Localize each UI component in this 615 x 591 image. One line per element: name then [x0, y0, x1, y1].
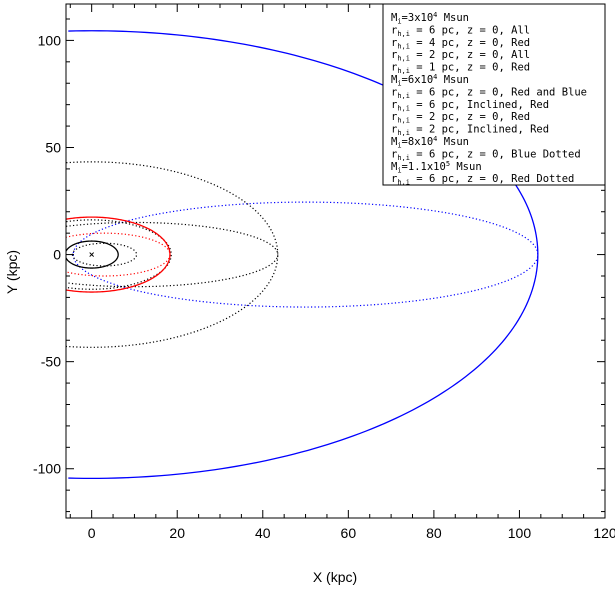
legend-entry: rh,i = 2 pc, Inclined, Red [391, 124, 549, 138]
y-tick-label: -50 [41, 354, 61, 370]
legend-entry: rh,i = 6 pc, z = 0, Blue Dotted [391, 148, 581, 162]
center-marker [89, 252, 95, 257]
legend-entry: rh,i = 6 pc, z = 0, All [391, 24, 530, 38]
x-tick-label: 120 [593, 525, 615, 541]
x-tick-label: 100 [508, 525, 532, 541]
y-tick-label: 50 [45, 139, 61, 155]
orbit-series-7 [66, 216, 171, 293]
legend-entry: rh,i = 6 pc, z = 0, Red and Blue [391, 86, 587, 100]
orbit-series-8 [66, 232, 171, 277]
legend-entry: rh,i = 1 pc, z = 0, Red [391, 62, 530, 76]
plot-border [65, 3, 606, 519]
orbit-series-2 [72, 201, 539, 308]
legend-entry: rh,i = 6 pc, Inclined, Red [391, 99, 549, 113]
legend-entry: rh,i = 2 pc, z = 0, Red [391, 111, 530, 125]
x-axis-label: X (kpc) [313, 569, 357, 585]
x-tick-label: 60 [341, 525, 357, 541]
orbit-series-6 [71, 242, 138, 267]
x-tick-label: 40 [255, 525, 271, 541]
center-marker-stroke [89, 252, 95, 257]
orbit-series-1 [68, 30, 539, 480]
x-tick-label: 20 [169, 525, 185, 541]
legend-entry: Mi=3x104 Msun [391, 11, 469, 26]
orbit-series-9 [66, 240, 119, 269]
y-tick-label: 100 [38, 32, 62, 48]
legend-entry: Mi=8x104 Msun [391, 135, 469, 150]
legend-box [382, 3, 606, 186]
axis-tick-labels: 0 20 40 60 80 100 120 -100 -50 0 50 100 [33, 32, 615, 541]
orbit-series-3 [66, 161, 279, 348]
y-tick-label: -100 [33, 461, 61, 477]
y-tick-label: 0 [53, 247, 61, 263]
plot-frame [65, 3, 606, 519]
y-axis-label: Y (kpc) [4, 250, 20, 294]
x-tick-label: 0 [88, 525, 96, 541]
legend-entry: rh,i = 6 pc, z = 0, Red Dotted [391, 173, 574, 187]
orbit-series-4 [66, 221, 279, 288]
legend-entry: Mi=6x104 Msun [391, 73, 469, 88]
legend-entry: rh,i = 2 pc, z = 0, All [391, 49, 530, 63]
legend-entry: rh,i = 4 pc, z = 0, Red [391, 37, 530, 51]
x-tick-label: 80 [426, 525, 442, 541]
legend-entry: Mi=1.1x105 Msun [391, 160, 482, 175]
orbit-curves [66, 30, 539, 480]
